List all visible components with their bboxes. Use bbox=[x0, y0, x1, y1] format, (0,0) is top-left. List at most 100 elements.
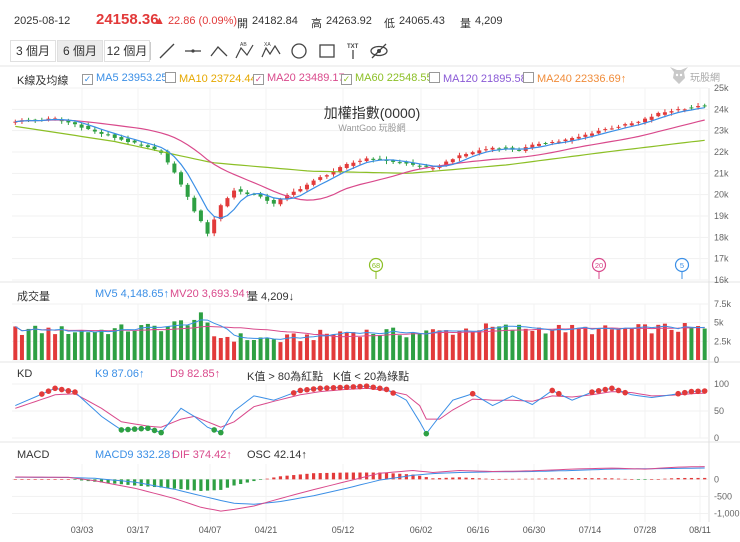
kd-overbought-dot bbox=[675, 390, 681, 397]
x-tick-label: 05/12 bbox=[332, 525, 355, 535]
osc-bar bbox=[46, 479, 51, 480]
osc-label: OSC 42.14↑ bbox=[247, 449, 307, 461]
volume-tick-label: 0 bbox=[714, 355, 719, 365]
svg-text:TXT: TXT bbox=[347, 44, 359, 50]
volume-bar bbox=[417, 334, 422, 360]
volume-bar bbox=[112, 328, 117, 360]
tab-6-months[interactable]: 6 個月 bbox=[57, 40, 103, 62]
checkbox-icon[interactable] bbox=[429, 72, 440, 83]
volume-bar bbox=[543, 333, 548, 360]
rectangle-icon[interactable] bbox=[316, 40, 338, 62]
osc-bar bbox=[212, 479, 216, 491]
ma120-toggle[interactable]: MA120 21895.58↑ bbox=[429, 72, 532, 85]
osc-bar bbox=[676, 477, 680, 480]
candle-body bbox=[291, 191, 296, 195]
candle-body bbox=[92, 129, 97, 132]
tab-3-months[interactable]: 3 個月 bbox=[10, 40, 56, 62]
osc-bar bbox=[166, 479, 170, 489]
volume-bar bbox=[278, 342, 283, 360]
kd-oversold-dot bbox=[118, 427, 125, 433]
ma10-toggle[interactable]: MA10 23724.44↑ bbox=[165, 72, 262, 85]
osc-bar bbox=[292, 475, 296, 480]
checkbox-icon[interactable] bbox=[523, 72, 534, 83]
osc-bar bbox=[703, 477, 707, 480]
volume-bar bbox=[106, 334, 111, 360]
abcd-pattern-icon[interactable]: AB bbox=[234, 40, 256, 62]
checkbox-icon[interactable]: ✓ bbox=[341, 74, 352, 85]
hide-icon[interactable] bbox=[368, 40, 390, 62]
volume-bar bbox=[397, 335, 402, 360]
candle-body bbox=[424, 165, 429, 167]
volume-tick-label: 5k bbox=[714, 318, 724, 328]
horizontal-line-icon[interactable] bbox=[182, 40, 204, 62]
event-marker bbox=[368, 257, 384, 273]
candle-body bbox=[338, 167, 343, 172]
kd-overbought-dot bbox=[310, 386, 317, 392]
logo-text: 玩股網 bbox=[690, 73, 720, 84]
quote-change: ▲ 22.86 (0.09%) bbox=[154, 15, 238, 27]
volume-bar bbox=[596, 328, 601, 360]
checkbox-icon[interactable] bbox=[165, 72, 176, 83]
candle-body bbox=[457, 155, 462, 159]
chart-watermark: WantGoo 玩股網 bbox=[338, 122, 405, 133]
candle-body bbox=[490, 147, 495, 150]
ma240-toggle[interactable]: MA240 22336.69↑ bbox=[523, 72, 626, 85]
osc-bar bbox=[563, 478, 568, 480]
event-marker-label: 20 bbox=[595, 261, 603, 270]
volume-legend: 成交量 MV5 4,148.65↑ MV20 3,693.94↑ 量 4,209… bbox=[0, 286, 740, 303]
candle-body bbox=[656, 112, 661, 117]
osc-bar bbox=[504, 478, 508, 480]
osc-bar bbox=[331, 472, 336, 480]
volume-bar bbox=[364, 329, 369, 360]
osc-bar bbox=[106, 479, 110, 483]
wedge-icon[interactable] bbox=[208, 40, 230, 62]
osc-bar bbox=[272, 477, 276, 480]
volume-bar bbox=[583, 326, 588, 360]
candle-body bbox=[139, 144, 144, 146]
volume-bar bbox=[232, 341, 237, 360]
candle-body bbox=[483, 149, 488, 151]
osc-bar bbox=[278, 476, 283, 480]
text-marker-icon[interactable]: TXT bbox=[342, 40, 364, 62]
trend-line-icon[interactable] bbox=[156, 40, 178, 62]
kd-overbought-dot bbox=[377, 385, 383, 392]
checkbox-icon[interactable]: ✓ bbox=[253, 74, 264, 85]
ma20-toggle[interactable]: ✓ MA20 23489.17↑ bbox=[253, 72, 350, 85]
kd-overbought-dot bbox=[58, 386, 65, 393]
candle-body bbox=[311, 180, 316, 185]
kd-overbought-dot bbox=[290, 390, 297, 396]
candle-body bbox=[106, 134, 111, 136]
osc-bar bbox=[630, 479, 634, 480]
ma10-label: MA10 23724.44↑ bbox=[179, 73, 263, 85]
volume-bar bbox=[623, 328, 628, 360]
x-tick-label: 08/11 bbox=[689, 525, 711, 535]
volume-bar bbox=[251, 340, 256, 360]
open-label: 開 bbox=[237, 18, 248, 30]
candle-body bbox=[19, 120, 24, 122]
dif-line bbox=[15, 466, 705, 512]
volume-bar bbox=[79, 330, 84, 360]
osc-bar bbox=[404, 474, 408, 480]
osc-bar bbox=[391, 473, 395, 480]
volume-bar bbox=[676, 331, 681, 360]
candle-body bbox=[503, 147, 508, 149]
xabcd-pattern-icon[interactable]: XA bbox=[260, 40, 282, 62]
kd-overbought-dot bbox=[297, 387, 304, 394]
candle-body bbox=[543, 142, 548, 144]
ma60-toggle[interactable]: ✓ MA60 22548.55↑ bbox=[341, 72, 438, 85]
checkbox-icon[interactable]: ✓ bbox=[82, 74, 93, 85]
circle-icon[interactable] bbox=[288, 40, 310, 62]
volume-bar bbox=[483, 323, 488, 360]
mv20-line bbox=[15, 325, 705, 338]
osc-bar bbox=[13, 479, 17, 480]
ma5-toggle[interactable]: ✓ MA5 23953.25↑ bbox=[82, 72, 173, 85]
low-value: 24065.43 bbox=[399, 15, 445, 27]
volume-bar bbox=[590, 334, 594, 360]
x-tick-label: 06/02 bbox=[410, 525, 433, 535]
osc-bar bbox=[239, 479, 243, 485]
volume-bar bbox=[437, 330, 442, 360]
kd-overbought-dot bbox=[39, 391, 45, 397]
osc-bar bbox=[258, 479, 263, 480]
volume-bar bbox=[19, 334, 24, 360]
tab-12-months[interactable]: 12 個月 bbox=[104, 40, 150, 62]
